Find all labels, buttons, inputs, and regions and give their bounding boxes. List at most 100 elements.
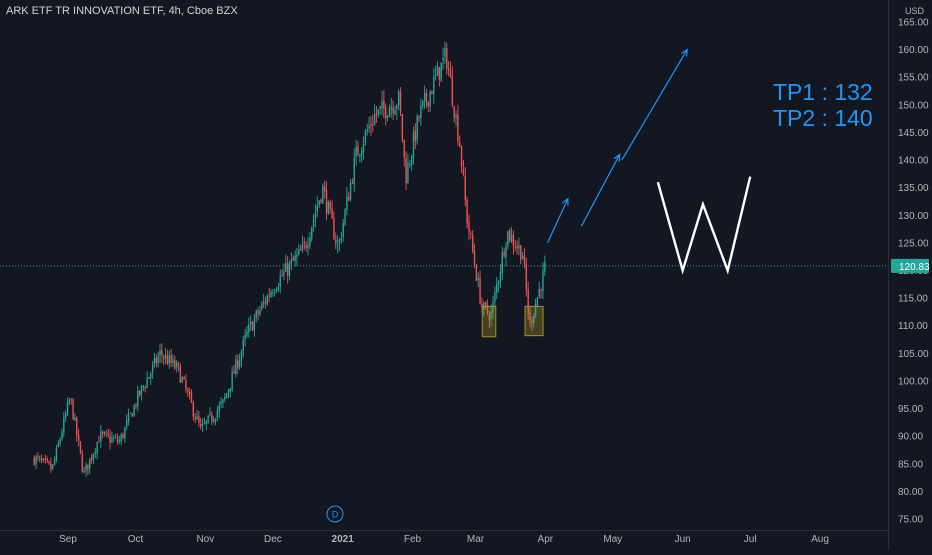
candle — [200, 417, 202, 430]
candle — [35, 454, 37, 470]
dividend-marker[interactable]: D — [326, 505, 344, 523]
candle — [298, 244, 300, 256]
candle — [70, 398, 72, 405]
candle — [390, 97, 392, 118]
candle — [440, 62, 442, 82]
candle — [214, 418, 217, 426]
candle — [274, 288, 276, 297]
candle — [253, 313, 256, 337]
candle — [120, 433, 122, 446]
price-axis[interactable]: 75.00 80.00 85.00 90.00 95.00 100.00 105.00 110… — [898, 6, 929, 526]
candle — [290, 252, 293, 270]
candle — [325, 181, 328, 221]
candle — [198, 411, 200, 428]
candle — [318, 200, 320, 209]
candle — [277, 283, 280, 293]
candle — [244, 328, 246, 347]
candle — [379, 105, 381, 115]
candle — [126, 414, 128, 431]
candle — [94, 447, 96, 459]
candle — [207, 415, 209, 424]
candle — [518, 237, 520, 256]
candle — [216, 405, 219, 422]
candle — [512, 230, 515, 255]
candle — [53, 456, 56, 466]
candle — [63, 411, 65, 438]
candle — [264, 296, 267, 309]
x-tick-label: Aug — [811, 534, 829, 545]
candle — [412, 126, 415, 165]
candle — [225, 393, 228, 399]
candle — [475, 263, 478, 282]
candle — [457, 104, 459, 146]
candle — [111, 431, 113, 444]
candle — [444, 41, 446, 65]
projection-arrow[interactable] — [547, 197, 569, 244]
candle — [359, 153, 361, 163]
candle — [420, 98, 422, 127]
candle — [248, 317, 250, 338]
candle — [175, 359, 178, 373]
x-tick-label: Sep — [59, 534, 77, 545]
candle — [360, 146, 363, 163]
candle — [327, 200, 330, 215]
x-tick-label: Mar — [467, 534, 485, 545]
candle — [479, 270, 481, 305]
candle — [335, 232, 337, 250]
candle — [362, 136, 365, 160]
dividend-marker-label: D — [332, 510, 339, 520]
candle — [231, 366, 233, 392]
candle — [288, 260, 291, 281]
candle — [42, 457, 45, 463]
candle — [431, 90, 433, 95]
candle — [477, 272, 479, 288]
candle — [423, 85, 426, 109]
candle — [418, 115, 420, 123]
candle — [148, 376, 150, 380]
candle — [205, 420, 207, 431]
candle — [203, 417, 206, 425]
candle — [261, 301, 263, 312]
candle — [449, 61, 452, 78]
candle — [262, 293, 265, 309]
candle — [131, 412, 133, 417]
w-pattern[interactable] — [656, 176, 752, 275]
candle — [292, 255, 294, 261]
time-axis[interactable]: Sep Oct Nov Dec 2021 Feb Mar Apr May Jun Jul Aug — [59, 534, 829, 545]
candle — [531, 316, 533, 332]
candle — [40, 454, 43, 464]
candle — [451, 66, 454, 108]
candle — [52, 464, 54, 471]
candle — [163, 354, 165, 366]
candle — [370, 116, 372, 136]
candle — [348, 191, 350, 201]
projection-arrows[interactable] — [547, 48, 688, 244]
candle — [66, 397, 69, 416]
candle — [157, 351, 159, 368]
candle — [100, 424, 102, 448]
candle — [116, 433, 119, 446]
support-box-2[interactable] — [524, 305, 544, 337]
candle — [190, 389, 193, 404]
candle — [344, 208, 346, 227]
candle — [490, 304, 492, 327]
candle — [497, 280, 500, 293]
x-tick-label: Apr — [538, 534, 554, 545]
candle — [192, 400, 195, 421]
candle — [331, 200, 333, 219]
candle — [251, 320, 254, 331]
candle — [133, 403, 135, 417]
candle — [355, 139, 357, 166]
support-box-1[interactable] — [481, 305, 497, 338]
candle — [375, 106, 378, 123]
projection-arrow[interactable] — [580, 153, 621, 227]
candle — [536, 297, 539, 308]
candle — [249, 315, 252, 331]
projection-arrow[interactable] — [621, 48, 688, 161]
candle — [486, 299, 489, 316]
candle — [464, 167, 466, 207]
x-tick-label: Dec — [264, 534, 282, 545]
x-tick-label: Feb — [404, 534, 422, 545]
